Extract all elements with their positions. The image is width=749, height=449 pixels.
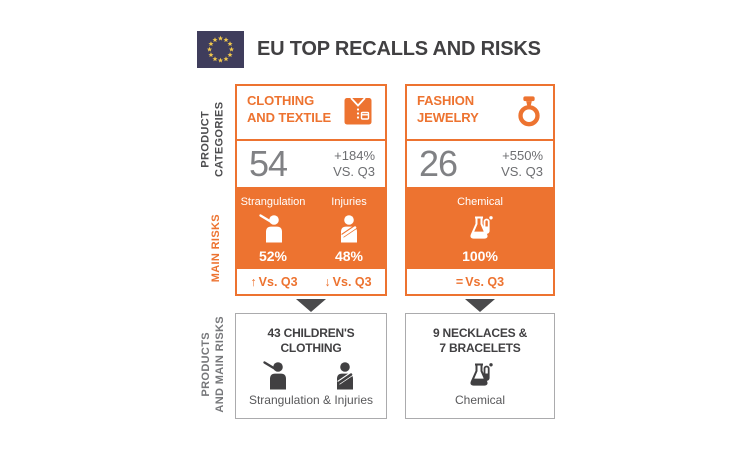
recall-count: 26 [419,143,458,184]
injury-icon [341,215,357,243]
category-name: FASHION JEWELRY [417,93,479,127]
recall-count: 54 [249,143,288,184]
main-risks-panel: Strangulation 52% Injuries 48% [235,189,387,269]
trend-injuries: ↓ Vs. Q3 [311,275,385,289]
risk-injuries: Injuries 48% [311,196,387,264]
product-box-necklaces-bracelets: 9 NECKLACES & 7 BRACELETS Chemical [405,313,555,419]
risk-chemical: Chemical 100% [405,196,555,264]
product-title-line: 7 BRACELETS [439,341,521,355]
section-label-product-categories: PRODUCT CATEGORIES [190,84,236,194]
risk-label: Injuries [331,196,367,208]
label-line: PRODUCT [199,110,212,168]
main-risks-panel: Chemical 100% [405,189,555,269]
recall-change: +550% VS. Q3 [501,148,543,179]
label-line: PRODUCTS [199,331,212,397]
risk-label: Strangulation [240,196,306,208]
change-percent: +184% [334,148,375,164]
change-vs-label: VS. Q3 [501,164,543,179]
chemical-flask-icon [470,216,493,239]
label-line: AND MAIN RISKS [214,315,227,413]
category-card-clothing-textile: CLOTHING AND TEXTILE 54 +184% VS. Q3 [235,84,387,296]
eu-flag-icon [197,31,244,68]
risk-label: Chemical [457,196,503,208]
trend-label: Vs. Q3 [332,274,372,289]
product-risk-label: Chemical [454,393,505,407]
trend-footer: = Vs. Q3 [405,269,555,296]
category-name-line: CLOTHING [247,93,315,108]
risk-percent: 48% [334,248,364,264]
product-title-line: 9 NECKLACES & [432,326,528,340]
section-label-products-and-main-risks: PRODUCTS AND MAIN RISKS [190,310,236,418]
change-vs-label: VS. Q3 [333,164,375,179]
down-arrow-icon [465,299,495,312]
trend-strangulation: ↑ Vs. Q3 [237,275,311,289]
category-card-fashion-jewelry: FASHION JEWELRY 26 +550% VS. Q3 Chemical [405,84,555,296]
category-header: FASHION JEWELRY [405,84,555,141]
trend-footer: ↑ Vs. Q3 ↓ Vs. Q3 [235,269,387,296]
recall-count-row: 54 +184% VS. Q3 [235,141,387,189]
strangulation-icon [259,214,282,243]
change-percent: +550% [502,148,543,164]
strangulation-icon [263,360,286,389]
risk-strangulation: Strangulation 52% [235,196,311,264]
chemical-flask-icon [470,362,493,386]
trend-label: Vs. Q3 [465,274,505,289]
risk-percent: 100% [462,248,498,264]
shirt-icon [344,97,372,125]
section-label-main-risks: MAIN RISKS [196,202,236,294]
ring-icon [518,96,540,127]
injury-icon [337,361,353,389]
risk-percent: 52% [258,248,288,264]
recall-count-row: 26 +550% VS. Q3 [405,141,555,189]
product-risk-icons [261,360,361,390]
recall-change: +184% VS. Q3 [333,148,375,179]
category-name: CLOTHING AND TEXTILE [247,93,331,127]
product-title: 43 CHILDREN'S CLOTHING [267,326,355,355]
trend-label: Vs. Q3 [258,274,298,289]
trend-chemical: = Vs. Q3 [407,275,553,289]
category-header: CLOTHING AND TEXTILE [235,84,387,141]
label-line: MAIN RISKS [209,213,222,283]
trend-up-icon: ↑ [250,274,257,289]
product-risk-label: Strangulation & Injuries [248,393,374,407]
trend-equal-icon: = [455,274,464,289]
product-title: 9 NECKLACES & 7 BRACELETS [433,326,527,356]
page-title: EU TOP RECALLS AND RISKS [257,38,541,60]
trend-down-icon: ↓ [324,274,331,289]
category-name-line: AND TEXTILE [247,109,332,125]
down-arrow-icon [296,299,326,312]
label-line: CATEGORIES [214,101,227,177]
product-box-childrens-clothing: 43 CHILDREN'S CLOTHING Strangulation & I… [235,313,387,419]
category-name-line: FASHION [417,93,475,108]
category-name-line: JEWELRY [417,109,479,125]
